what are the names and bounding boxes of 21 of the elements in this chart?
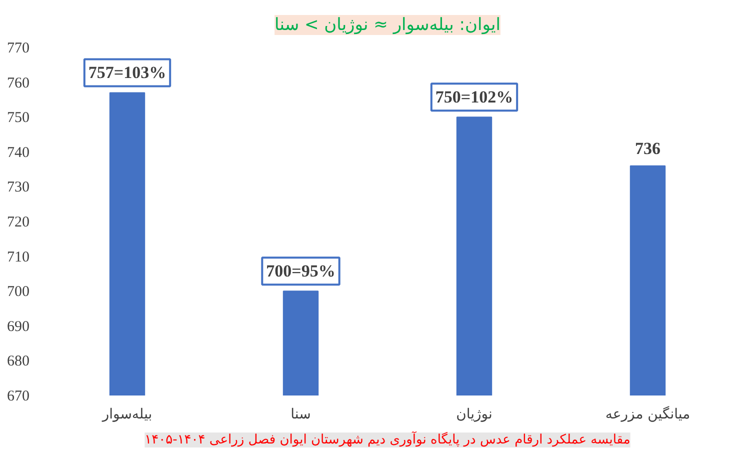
- x-tick-label: بیله‌سوار: [101, 406, 152, 422]
- y-tick-label: 720: [7, 214, 30, 230]
- data-label: 750=102%: [435, 88, 514, 107]
- data-label: 736: [635, 138, 660, 158]
- data-label: 757=103%: [88, 63, 166, 82]
- data-label: 700=95%: [266, 262, 336, 281]
- x-tick-label: سنا: [290, 406, 311, 422]
- y-tick-label: 770: [7, 40, 30, 56]
- chart-title: ایوان: بیله‌سوار ≈ نوژیان > سنا: [274, 15, 500, 35]
- y-tick-label: 740: [7, 144, 30, 161]
- text: مقایسه عملکرد ارقام عدس در پایگاه نوآوری دیم شهرستان ایوان فصل زراعی ۱۴۰۴-۱۴۰۵: [144, 430, 630, 448]
- y-tick-label: 710: [7, 249, 30, 266]
- y-tick-label: 690: [7, 318, 30, 335]
- x-tick-label: میانگین مزرعه: [605, 406, 690, 422]
- y-tick-label: 730: [7, 180, 30, 196]
- y-tick-label: 700: [7, 284, 30, 300]
- y-tick-label: 760: [7, 75, 30, 92]
- y-tick-label: 670: [7, 388, 30, 404]
- x-tick-label: نوژیان: [456, 406, 492, 422]
- y-tick-label: 680: [7, 354, 30, 370]
- y-tick-label: 750: [7, 110, 30, 126]
